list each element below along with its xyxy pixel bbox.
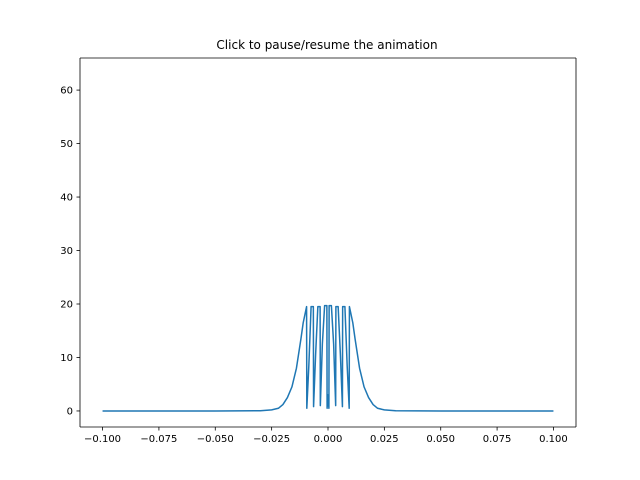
x-tick-label: −0.050 xyxy=(197,434,234,445)
y-tick-label: 60 xyxy=(60,86,73,97)
y-tick-label: 10 xyxy=(60,353,73,364)
x-tick-label: 0.000 xyxy=(314,434,343,445)
x-tick-label: 0.050 xyxy=(426,434,455,445)
y-tick-label: 30 xyxy=(60,246,73,257)
x-tick-label: −0.100 xyxy=(84,434,121,445)
y-tick-label: 40 xyxy=(60,193,73,204)
x-tick-label: 0.075 xyxy=(483,434,512,445)
x-tick-label: 0.100 xyxy=(539,434,568,445)
y-tick-label: 50 xyxy=(60,139,73,150)
plot-area: −0.100 −0.075 −0.050 −0.025 0.000 0.025 0.050 0… xyxy=(60,57,577,445)
series-line-0 xyxy=(102,304,554,412)
x-tick-label: −0.075 xyxy=(140,434,177,445)
x-tick-label: −0.025 xyxy=(253,434,290,445)
y-tick-label: 0 xyxy=(67,406,73,417)
y-tick-label: 20 xyxy=(60,300,73,311)
chart-title: Click to pause/resume the animation xyxy=(216,38,437,52)
x-tick-label: 0.025 xyxy=(370,434,399,445)
